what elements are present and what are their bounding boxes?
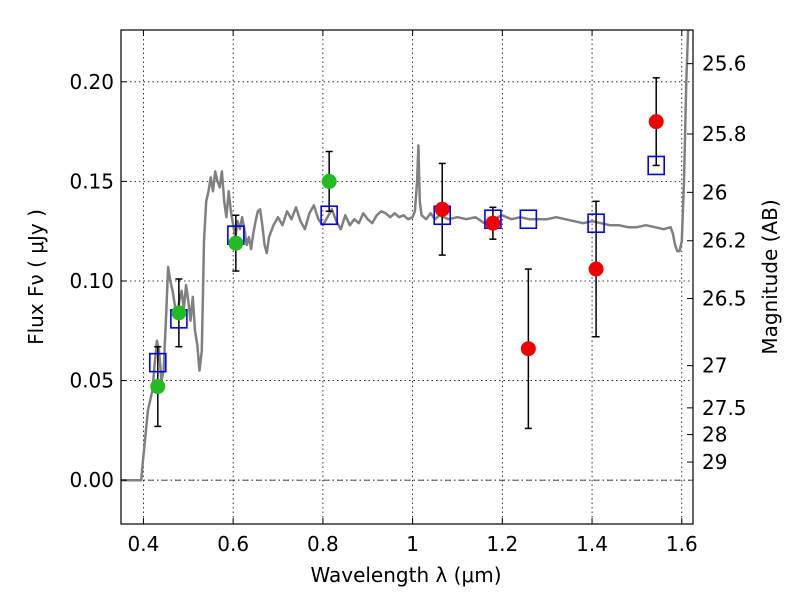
model-square-marker: [519, 209, 538, 230]
model-spectrum: [121, 29, 690, 482]
model-square-marker: [148, 352, 167, 373]
red-data-point: [485, 215, 501, 231]
magnitude-tick-label: 26.5: [702, 287, 747, 311]
red-data-point: [648, 114, 664, 130]
red-data-point: [434, 201, 450, 217]
x-tick-label: 0.4: [128, 532, 160, 556]
y-tick-label: 0.05: [69, 369, 114, 393]
green-data-point: [228, 235, 244, 251]
x-tick-label: 1.2: [486, 532, 518, 556]
magnitude-axis-ticks: 25.6 25.8 26 26.2 26.5 27 27.5 28 29: [687, 52, 747, 474]
x-axis-ticks: 0.4 0.6 0.8 1 1.2 1.4 1.6: [128, 30, 698, 556]
x-tick-label: 0.8: [307, 532, 339, 556]
magnitude-tick-label: 27.5: [702, 396, 747, 420]
red-data-point: [520, 341, 536, 357]
x-tick-label: 1.6: [666, 532, 698, 556]
y-tick-label: 0.15: [69, 169, 114, 193]
magnitude-tick-label: 26: [702, 180, 727, 204]
x-axis-label: Wavelength λ (μm): [310, 563, 501, 587]
magnitude-tick-label: 28: [702, 423, 727, 447]
y-axis-ticks: 0.00 0.05 0.10 0.15 0.20: [69, 70, 127, 492]
magnitude-tick-label: 27: [702, 354, 727, 378]
y-tick-label: 0.20: [69, 70, 114, 94]
data-markers: [148, 114, 666, 395]
magnitude-tick-label: 29: [702, 450, 727, 474]
model-square-marker: [320, 205, 338, 226]
y-tick-label: 0.10: [69, 269, 114, 293]
x-tick-label: 1: [406, 532, 419, 556]
magnitude-tick-label: 25.8: [702, 122, 747, 146]
x-tick-label: 1.4: [576, 532, 608, 556]
y-axis-label: Flux Fν ( μJy ): [24, 209, 48, 345]
model-square-marker: [587, 213, 605, 234]
red-data-point: [588, 261, 604, 277]
magnitude-tick-label: 26.2: [702, 229, 747, 253]
model-square-marker: [647, 155, 666, 176]
magnitude-axis-label: Magnitude (AB): [758, 199, 782, 354]
green-data-point: [321, 173, 337, 189]
error-bars: [154, 77, 660, 430]
model-spectrum-line: [121, 29, 690, 482]
magnitude-tick-label: 25.6: [702, 52, 747, 76]
plot-frame: [120, 29, 694, 525]
green-data-point: [171, 305, 187, 321]
x-tick-label: 0.6: [217, 532, 249, 556]
y-tick-label: 0.00: [69, 468, 114, 492]
green-data-point: [150, 379, 166, 395]
grid-lines: [121, 30, 693, 524]
